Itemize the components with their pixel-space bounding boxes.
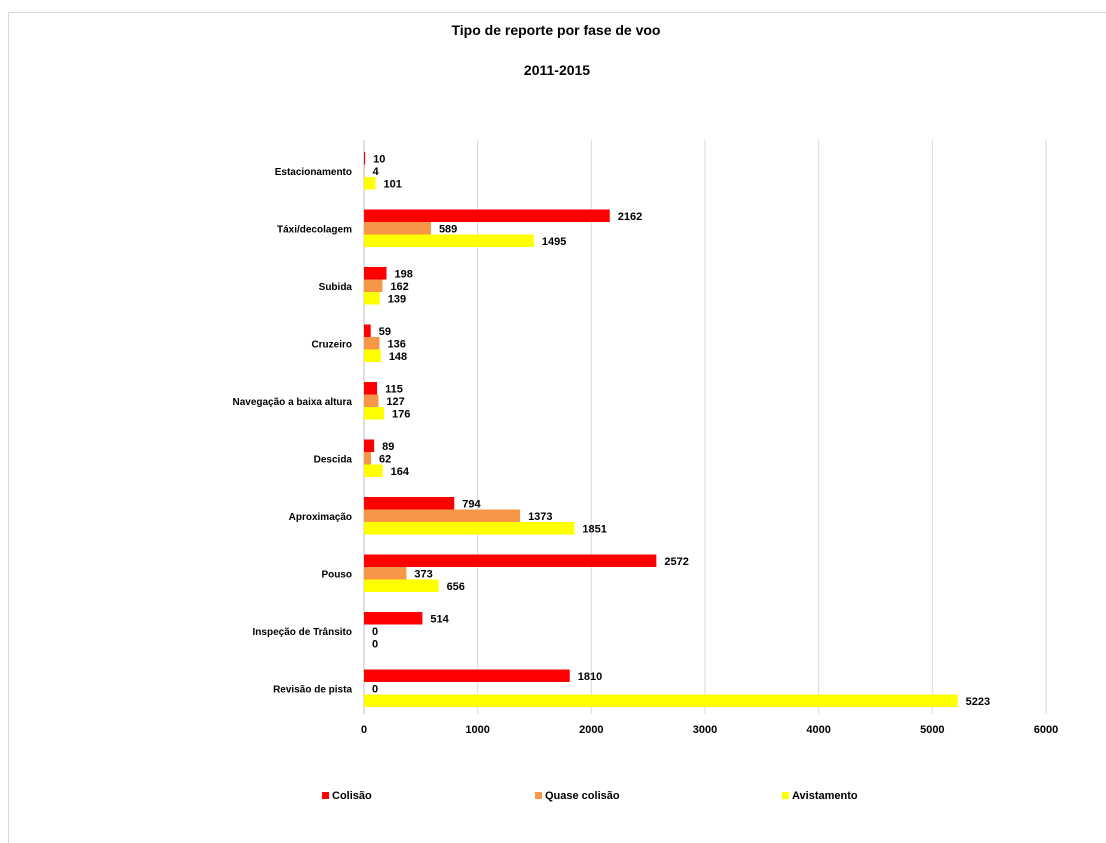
data-label: 1495 <box>542 236 566 248</box>
legend-label: Avistamento <box>792 790 858 802</box>
chart-frame <box>8 12 1106 843</box>
category-label: Inspeção de Trânsito <box>253 627 352 638</box>
x-tick-label: 0 <box>361 724 367 736</box>
bar <box>364 669 570 682</box>
category-label: Navegação a baixa altura <box>232 397 352 408</box>
x-tick-label: 1000 <box>465 724 489 736</box>
data-label: 514 <box>430 613 449 625</box>
data-label: 5223 <box>966 696 990 708</box>
bar <box>364 439 375 452</box>
data-label: 0 <box>372 683 378 695</box>
bar <box>364 579 439 592</box>
legend-swatch <box>535 792 542 799</box>
x-tick-label: 5000 <box>920 724 944 736</box>
bar <box>364 234 534 247</box>
data-label: 10 <box>373 153 385 165</box>
data-label: 139 <box>388 293 406 305</box>
data-label: 0 <box>372 638 378 650</box>
legend-swatch <box>782 792 789 799</box>
category-label: Aproximação <box>289 512 352 523</box>
data-label: 2572 <box>664 556 688 568</box>
data-label: 162 <box>390 281 408 293</box>
category-labels: Estacionamento Táxi/decolagem Subida Cruzei… <box>232 167 352 696</box>
data-label: 2162 <box>618 211 642 223</box>
data-label: 589 <box>439 223 457 235</box>
category-label: Estacionamento <box>275 167 352 178</box>
bar <box>364 509 521 522</box>
x-tick-label: 6000 <box>1034 724 1058 736</box>
legend-label: Colisão <box>332 790 372 802</box>
x-tick-label: 3000 <box>693 724 717 736</box>
data-label: 794 <box>462 498 481 510</box>
data-label: 101 <box>383 178 401 190</box>
data-label: 127 <box>386 396 404 408</box>
x-tick-label: 2000 <box>579 724 603 736</box>
bar <box>364 177 376 190</box>
data-label: 4 <box>372 166 379 178</box>
chart-subtitle: 2011-2015 <box>524 62 590 78</box>
legend: Colisão Quase colisão Avistamento <box>322 790 858 802</box>
data-label: 656 <box>447 581 465 593</box>
bar <box>364 567 407 580</box>
bar <box>364 554 657 567</box>
bar <box>364 267 387 280</box>
bar <box>364 337 380 350</box>
bar <box>364 497 455 510</box>
data-label: 136 <box>387 338 405 350</box>
category-label: Descida <box>314 454 353 465</box>
category-label: Cruzeiro <box>311 339 352 350</box>
data-label: 373 <box>414 568 432 580</box>
bar <box>364 464 383 477</box>
chart-title: Tipo de reporte por fase de voo <box>451 22 660 38</box>
legend-swatch <box>322 792 329 799</box>
bar <box>364 522 575 535</box>
data-label: 1851 <box>582 523 606 535</box>
data-label: 59 <box>379 326 391 338</box>
bar <box>364 452 372 465</box>
bar <box>364 394 379 407</box>
data-label: 198 <box>395 268 413 280</box>
category-label: Revisão de pista <box>273 684 352 695</box>
bar <box>364 349 381 362</box>
x-tick-label: 4000 <box>806 724 830 736</box>
data-label: 115 <box>385 383 403 395</box>
bar <box>364 382 378 395</box>
data-label: 164 <box>391 466 410 478</box>
bar <box>364 612 423 625</box>
x-axis-ticks: 0 1000 2000 3000 4000 5000 6000 <box>361 724 1058 736</box>
bar <box>364 152 366 165</box>
bar <box>364 222 431 235</box>
category-label: Pouso <box>321 569 352 580</box>
data-label: 176 <box>392 408 410 420</box>
category-label: Táxi/decolagem <box>277 224 352 235</box>
category-label: Subida <box>319 282 353 293</box>
data-label: 1373 <box>528 511 552 523</box>
bar <box>364 292 380 305</box>
bar <box>364 407 385 420</box>
data-label: 62 <box>379 453 391 465</box>
data-label: 148 <box>389 351 407 363</box>
gridlines <box>363 140 1047 714</box>
data-label: 89 <box>382 441 394 453</box>
legend-label: Quase colisão <box>545 790 620 802</box>
bar <box>364 209 610 222</box>
bar <box>364 694 958 707</box>
data-label: 1810 <box>578 671 602 683</box>
data-label: 0 <box>372 626 378 638</box>
bar <box>364 279 383 292</box>
bar <box>364 324 371 337</box>
bars <box>364 152 958 707</box>
